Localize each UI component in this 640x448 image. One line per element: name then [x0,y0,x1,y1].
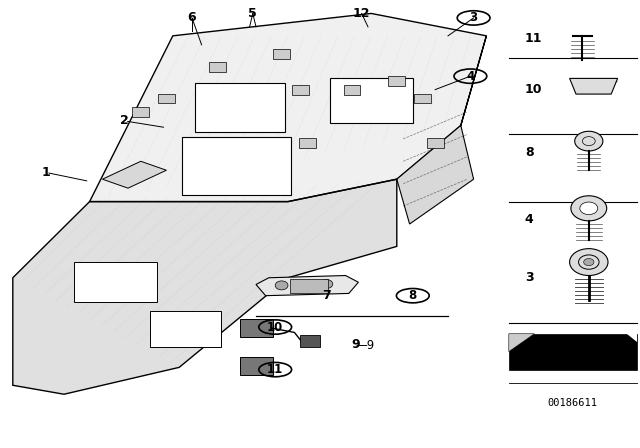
Circle shape [571,196,607,221]
FancyBboxPatch shape [182,137,291,195]
FancyBboxPatch shape [388,76,405,86]
Text: 6: 6 [188,11,196,25]
FancyBboxPatch shape [292,85,309,95]
Text: 4: 4 [525,213,534,226]
Circle shape [570,249,608,276]
Text: 3: 3 [470,11,477,25]
Text: 11: 11 [525,31,542,45]
Polygon shape [90,13,486,237]
FancyBboxPatch shape [344,85,360,95]
FancyBboxPatch shape [195,83,285,132]
Text: 4: 4 [467,69,474,83]
Text: 5: 5 [248,7,257,20]
Polygon shape [13,179,397,394]
Polygon shape [627,334,637,342]
FancyBboxPatch shape [414,94,431,103]
Text: 8: 8 [409,289,417,302]
Polygon shape [509,334,637,370]
Polygon shape [570,78,618,94]
FancyBboxPatch shape [330,78,413,123]
Text: 10: 10 [267,320,284,334]
FancyBboxPatch shape [290,279,328,293]
Text: 9: 9 [351,338,360,352]
FancyBboxPatch shape [158,94,175,103]
FancyBboxPatch shape [240,357,273,375]
FancyBboxPatch shape [74,262,157,302]
Text: 7: 7 [322,289,331,302]
Polygon shape [509,334,534,352]
Circle shape [575,131,603,151]
Circle shape [584,258,594,266]
Text: 3: 3 [525,271,533,284]
Circle shape [580,202,598,215]
Text: 12: 12 [353,7,371,20]
Text: 00186611: 00186611 [548,398,598,408]
Text: 10: 10 [525,83,542,96]
FancyBboxPatch shape [427,138,444,148]
FancyBboxPatch shape [299,138,316,148]
Text: 1: 1 [42,166,51,179]
FancyBboxPatch shape [150,311,221,347]
Text: 2: 2 [120,114,129,128]
FancyBboxPatch shape [132,107,149,117]
FancyBboxPatch shape [240,319,273,337]
FancyBboxPatch shape [300,335,320,347]
Text: —9: —9 [355,339,374,353]
Circle shape [320,280,333,289]
Circle shape [275,281,288,290]
Text: 8: 8 [525,146,533,159]
FancyBboxPatch shape [273,49,290,59]
Text: 11: 11 [267,363,284,376]
Polygon shape [102,161,166,188]
Polygon shape [256,276,358,296]
FancyBboxPatch shape [209,62,226,72]
Polygon shape [397,36,486,224]
